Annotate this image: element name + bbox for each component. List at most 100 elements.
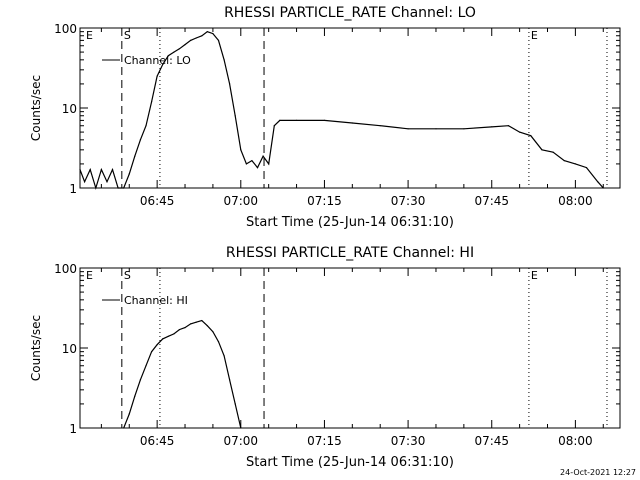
data-point xyxy=(229,83,231,85)
event-marker-label: E xyxy=(531,269,538,282)
y-tick-label: 10 xyxy=(62,342,77,356)
data-point xyxy=(223,59,225,61)
data-point xyxy=(323,119,325,121)
data-point xyxy=(519,131,521,133)
data-point xyxy=(212,33,214,35)
lo-channel-panel: RHESSI PARTICLE_RATE Channel: LO Start Ti… xyxy=(29,5,621,230)
legend-entry: Channel: LO xyxy=(124,54,191,67)
data-point xyxy=(206,325,208,327)
y-tick-label: 100 xyxy=(54,22,77,36)
data-point xyxy=(162,338,164,340)
data-point xyxy=(245,163,247,165)
x-tick-label: 07:30 xyxy=(391,194,426,208)
data-point xyxy=(111,169,114,171)
y-axis-label: Counts/sec xyxy=(29,315,43,381)
data-point xyxy=(229,379,231,381)
data-point xyxy=(79,169,81,171)
data-point xyxy=(563,160,565,162)
data-point xyxy=(95,187,97,189)
plot-timestamp: 24-Oct-2021 12:27 xyxy=(560,468,636,477)
data-point xyxy=(167,55,169,57)
data-point xyxy=(128,173,130,175)
data-point xyxy=(178,329,180,331)
data-point xyxy=(151,351,153,353)
event-marker-label: S xyxy=(124,269,131,282)
data-point xyxy=(256,167,259,169)
data-point xyxy=(123,427,125,429)
data-point xyxy=(407,128,409,130)
x-tick-label: 06:45 xyxy=(140,194,175,208)
data-point xyxy=(602,187,604,189)
x-tick-label: 08:00 xyxy=(558,194,593,208)
data-point xyxy=(84,181,86,183)
data-point xyxy=(541,149,543,151)
plot-frame xyxy=(79,27,621,189)
data-point xyxy=(156,344,158,346)
chart-title: RHESSI PARTICLE_RATE Channel: LO xyxy=(224,5,476,21)
data-point xyxy=(574,163,577,165)
data-point xyxy=(178,48,180,50)
data-point xyxy=(507,125,510,127)
y-axis-label: Counts/sec xyxy=(29,75,43,141)
x-tick-label: 07:00 xyxy=(223,434,258,448)
data-point xyxy=(240,149,242,151)
data-point xyxy=(173,333,175,335)
y-tick-label: 100 xyxy=(54,262,77,276)
event-marker-label: S xyxy=(124,29,131,42)
data-point xyxy=(262,155,264,157)
data-point xyxy=(296,119,298,121)
data-point xyxy=(212,331,214,333)
x-tick-label: 06:45 xyxy=(140,434,175,448)
data-point xyxy=(184,44,186,46)
x-axis-label: Start Time (25-Jun-14 06:31:10) xyxy=(246,455,454,470)
data-point xyxy=(273,125,275,127)
data-point xyxy=(491,126,493,128)
data-point xyxy=(234,115,236,117)
data-point xyxy=(223,355,225,357)
data-point xyxy=(251,160,253,162)
data-point xyxy=(173,51,175,53)
data-point xyxy=(195,321,197,323)
data-point xyxy=(201,320,203,322)
chart-title: RHESSI PARTICLE_RATE Channel: HI xyxy=(226,245,474,261)
data-point xyxy=(134,155,136,157)
data-point xyxy=(552,151,554,153)
data-point xyxy=(435,128,437,130)
data-point xyxy=(201,35,203,37)
data-point xyxy=(217,341,220,343)
legend-entry: Channel: HI xyxy=(124,294,188,307)
data-point xyxy=(268,163,270,165)
data-point xyxy=(234,403,236,405)
x-tick-label: 07:45 xyxy=(474,194,509,208)
data-point xyxy=(167,335,169,337)
data-point xyxy=(463,128,465,130)
x-tick-label: 07:15 xyxy=(307,194,342,208)
hi-channel-panel: RHESSI PARTICLE_RATE Channel: HI Start Ti… xyxy=(29,245,621,470)
y-tick-label: 10 xyxy=(62,102,77,116)
data-point xyxy=(597,181,599,183)
data-point xyxy=(195,37,197,39)
data-point xyxy=(190,323,192,325)
data-point xyxy=(217,39,220,42)
data-point xyxy=(162,63,164,66)
event-marker-label: E xyxy=(86,29,93,42)
data-point xyxy=(585,167,588,169)
data-point xyxy=(184,327,186,329)
data-point xyxy=(89,169,91,171)
x-tick-label: 08:00 xyxy=(558,434,593,448)
x-tick-label: 07:00 xyxy=(223,194,258,208)
data-point xyxy=(279,119,281,121)
data-point xyxy=(145,125,147,127)
series-line xyxy=(123,319,242,429)
data-point xyxy=(530,135,532,137)
event-marker-label: E xyxy=(86,269,93,282)
data-point xyxy=(134,395,136,397)
y-tick-label: 1 xyxy=(69,182,77,196)
data-point xyxy=(240,427,242,429)
plot-frame xyxy=(79,267,621,429)
data-point xyxy=(351,122,353,124)
x-tick-label: 07:30 xyxy=(391,434,426,448)
data-point xyxy=(139,139,141,141)
data-point xyxy=(145,365,147,367)
